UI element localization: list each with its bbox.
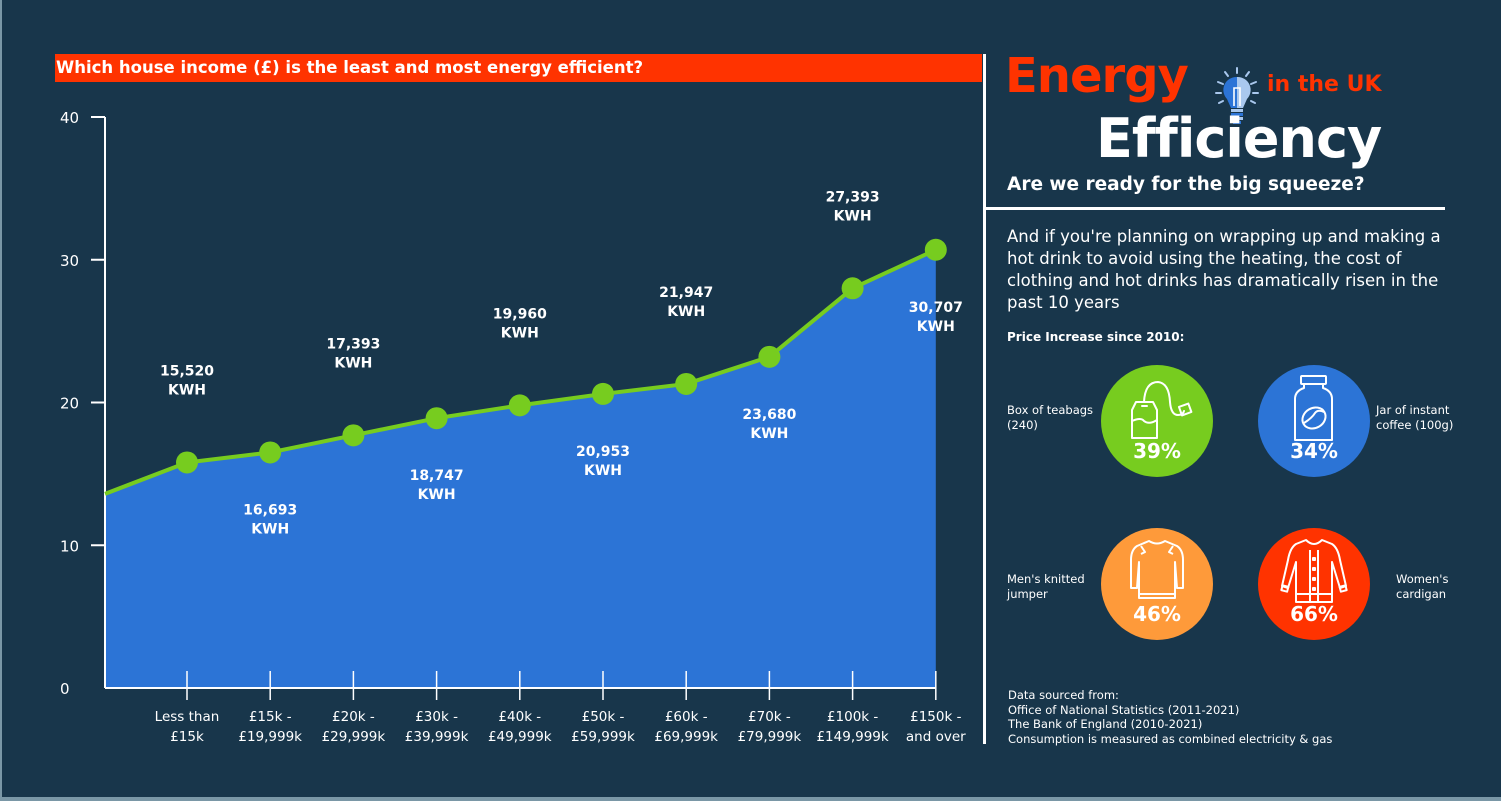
title-energy: Energy	[1005, 48, 1189, 104]
x-tick-label: £30k -	[415, 709, 458, 725]
x-tick-label: £20k -	[332, 709, 375, 725]
data-label-unit: KWH	[750, 426, 788, 442]
x-tick-label: £70k -	[748, 709, 791, 725]
data-point	[675, 372, 698, 395]
cardigan-stat-circle: 66%	[1258, 528, 1370, 640]
data-point	[758, 345, 781, 368]
chart-title-banner: Which house income (£) is the least and …	[55, 54, 982, 82]
teabags-label: Box of teabags (240)	[1007, 403, 1094, 432]
jumper-icon	[1130, 540, 1184, 599]
subtitle: Are we ready for the big squeeze?	[1007, 174, 1365, 195]
data-point	[425, 407, 448, 430]
x-tick-label: £40k -	[498, 709, 541, 725]
frame-bottom-border	[0, 797, 1501, 801]
x-tick-label: £39,999k	[405, 729, 469, 745]
x-tick-label: £149,999k	[816, 729, 888, 745]
data-point	[924, 238, 947, 261]
x-tick-label: £79,999k	[738, 729, 802, 745]
y-tick-label: 40	[60, 109, 79, 127]
data-point	[841, 277, 864, 300]
data-label-unit: KWH	[584, 463, 622, 479]
x-tick-label: and over	[906, 729, 966, 745]
vertical-divider	[983, 54, 986, 744]
data-label-value: 30,707	[909, 300, 963, 316]
data-label-value: 23,680	[742, 407, 796, 423]
teabag-icon	[1131, 381, 1193, 439]
coffee-label: Jar of instant coffee (100g)	[1376, 403, 1454, 432]
source-line: Consumption is measured as combined elec…	[1008, 731, 1333, 746]
data-point	[508, 394, 531, 417]
title-in-the-uk: in the UK	[1267, 72, 1382, 97]
x-tick-label: £69,999k	[654, 729, 718, 745]
data-sources: Data sourced from: Office of National St…	[1008, 688, 1332, 746]
data-label-unit: KWH	[168, 382, 206, 398]
jumper-stat-circle: 46%	[1101, 528, 1213, 640]
x-tick-label: £15k	[170, 729, 204, 745]
data-label-value: 27,393	[826, 189, 880, 205]
source-line: Office of National Statistics (2011-2021…	[1008, 702, 1240, 717]
data-label-value: 17,393	[326, 336, 380, 352]
area-fill	[105, 249, 936, 688]
data-point	[342, 424, 365, 447]
data-point	[176, 451, 198, 474]
data-label-unit: KWH	[501, 325, 539, 341]
data-label-unit: KWH	[334, 355, 372, 371]
horizontal-divider	[986, 207, 1445, 210]
jumper-percent: 46%	[1133, 602, 1181, 626]
data-label-value: 21,947	[659, 285, 713, 301]
area-chart: 0 10 20 30 40 Less than £15k £15k - £19,999k £20k…	[60, 109, 966, 745]
x-tick-label: £29,999k	[322, 729, 386, 745]
source-line: The Bank of England (2010-2021)	[1008, 717, 1203, 731]
coffee-jar-icon	[1294, 375, 1333, 441]
x-tick-label: £49,999k	[488, 729, 552, 745]
teabags-percent: 39%	[1133, 439, 1181, 463]
x-tick-label: £19,999k	[238, 729, 302, 745]
data-label-unit: KWH	[251, 521, 289, 537]
x-tick-label: £150k -	[910, 709, 961, 725]
x-tick-label: £59,999k	[571, 729, 635, 745]
jumper-label: Men's knitted jumper	[1007, 572, 1085, 601]
intro-paragraph: And if you're planning on wrapping up an…	[1007, 227, 1441, 312]
title-efficiency: Efficiency	[1096, 107, 1382, 170]
data-label-value: 19,960	[493, 306, 547, 322]
data-label-unit: KWH	[667, 304, 705, 320]
cardigan-circle-bg	[1258, 528, 1370, 640]
teabags-stat-circle: 39%	[1101, 365, 1213, 477]
price-increase-heading: Price Increase since 2010:	[1007, 330, 1185, 344]
data-label-unit: KWH	[917, 319, 955, 335]
cardigan-label: Women's cardigan	[1396, 572, 1449, 601]
data-point	[592, 382, 614, 405]
x-tick-label: £50k -	[582, 709, 625, 725]
x-tick-label: £15k -	[249, 709, 292, 725]
jumper-circle-bg	[1101, 528, 1213, 640]
data-label-value: 20,953	[576, 444, 630, 460]
coffee-stat-circle: 34%	[1258, 365, 1370, 477]
y-tick-label: 10	[60, 537, 79, 555]
coffee-circle-bg	[1258, 365, 1370, 477]
coffee-percent: 34%	[1290, 439, 1338, 463]
data-label-unit: KWH	[834, 208, 872, 224]
cardigan-percent: 66%	[1290, 602, 1338, 626]
x-tick-label: Less than	[155, 709, 220, 725]
x-tick-label: £60k -	[665, 709, 708, 725]
cardigan-icon	[1280, 539, 1348, 603]
data-label-value: 18,747	[410, 468, 464, 484]
lightbulb-icon	[1212, 66, 1262, 126]
y-tick-label: 0	[60, 680, 70, 698]
y-tick-label: 30	[60, 252, 79, 270]
y-tick-label: 20	[60, 395, 79, 413]
frame-left-border	[0, 0, 2, 801]
data-label-value: 15,520	[160, 363, 214, 379]
data-label-unit: KWH	[418, 487, 456, 503]
data-label-value: 16,693	[243, 502, 297, 518]
x-tick-label: £100k -	[827, 709, 878, 725]
data-point	[259, 441, 282, 464]
sources-heading: Data sourced from:	[1008, 688, 1119, 702]
